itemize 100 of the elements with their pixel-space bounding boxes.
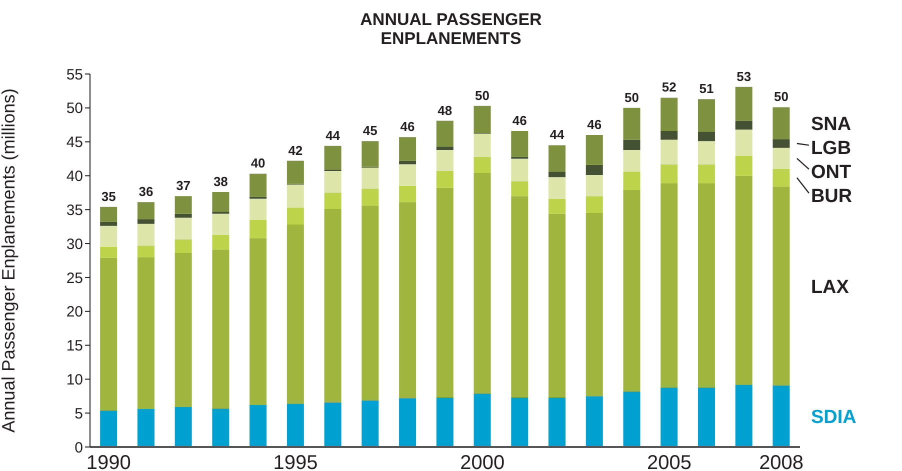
bar bbox=[548, 145, 566, 172]
bar bbox=[100, 410, 118, 447]
x-tick-label: 2005 bbox=[646, 452, 692, 471]
bar bbox=[399, 137, 416, 161]
total-label: 52 bbox=[662, 80, 676, 95]
y-tick-label: 50 bbox=[66, 100, 83, 118]
bar bbox=[324, 402, 342, 447]
bar bbox=[623, 190, 640, 392]
bar bbox=[174, 214, 192, 218]
x-tick-label: 1995 bbox=[273, 452, 318, 471]
total-label: 38 bbox=[213, 174, 228, 190]
bar bbox=[548, 198, 566, 214]
series-label: ONT bbox=[810, 162, 852, 184]
bar bbox=[660, 130, 678, 140]
bar bbox=[100, 206, 118, 222]
bar bbox=[698, 132, 715, 142]
bar bbox=[436, 146, 454, 150]
bar bbox=[586, 213, 603, 396]
y-tick-label: 0 bbox=[74, 439, 83, 456]
y-tick-label: 40 bbox=[66, 168, 83, 186]
bar bbox=[324, 146, 342, 170]
x-tick-label: 1990 bbox=[86, 452, 131, 471]
x-tick-label: 2000 bbox=[460, 452, 505, 471]
total-label: 50 bbox=[774, 89, 788, 104]
bar bbox=[286, 224, 304, 404]
bar bbox=[735, 86, 752, 121]
bar bbox=[286, 208, 304, 225]
bar bbox=[772, 186, 790, 386]
total-label: 44 bbox=[326, 128, 341, 143]
total-label: 53 bbox=[736, 68, 752, 84]
bar bbox=[474, 106, 491, 133]
bar bbox=[174, 253, 192, 407]
bar bbox=[735, 120, 752, 130]
bar bbox=[174, 218, 192, 240]
bar bbox=[772, 148, 790, 169]
y-tick-label: 10 bbox=[66, 372, 83, 389]
bar bbox=[100, 226, 118, 247]
total-label: 50 bbox=[624, 90, 639, 105]
bar bbox=[660, 387, 678, 447]
series-label: LAX bbox=[810, 276, 850, 298]
total-label: 46 bbox=[512, 112, 527, 128]
bar bbox=[137, 257, 154, 410]
bar bbox=[698, 164, 715, 184]
total-label: 45 bbox=[362, 123, 378, 138]
bar bbox=[586, 196, 603, 214]
bar bbox=[137, 219, 154, 224]
bar bbox=[698, 141, 715, 164]
bar bbox=[137, 246, 154, 258]
bar bbox=[362, 400, 379, 447]
bar bbox=[250, 220, 267, 238]
bar bbox=[586, 135, 603, 165]
bar bbox=[212, 250, 230, 408]
bar bbox=[212, 192, 230, 212]
total-label: 51 bbox=[699, 81, 714, 96]
total-label: 46 bbox=[587, 117, 602, 132]
bar bbox=[735, 156, 752, 176]
bar bbox=[772, 107, 790, 140]
bar bbox=[286, 160, 304, 184]
bar bbox=[660, 183, 678, 388]
y-tick-label: 15 bbox=[66, 338, 83, 355]
y-tick-label: 45 bbox=[66, 134, 83, 152]
bar bbox=[212, 408, 230, 447]
bar bbox=[100, 222, 118, 226]
bar bbox=[474, 134, 491, 157]
y-tick-label: 5 bbox=[74, 405, 83, 422]
series-label: LGB bbox=[810, 138, 852, 160]
bar bbox=[548, 172, 566, 178]
bar bbox=[772, 139, 790, 148]
bar bbox=[362, 206, 379, 400]
bar bbox=[511, 196, 528, 398]
bar bbox=[698, 183, 715, 388]
bar bbox=[772, 385, 790, 447]
bar bbox=[250, 238, 267, 405]
bar bbox=[511, 181, 528, 196]
bar bbox=[623, 172, 640, 190]
bar bbox=[324, 192, 342, 209]
y-tick-label: 35 bbox=[66, 202, 83, 219]
bar bbox=[623, 140, 640, 150]
bar bbox=[586, 164, 603, 176]
y-tick-label: 30 bbox=[66, 236, 83, 253]
chart-title: ANNUAL PASSENGER ENPLANEMENTS bbox=[359, 10, 543, 48]
bar bbox=[399, 164, 416, 186]
bar bbox=[511, 397, 528, 447]
bar bbox=[511, 130, 528, 157]
bar bbox=[212, 214, 230, 235]
total-label: 46 bbox=[400, 119, 415, 134]
bar bbox=[399, 202, 416, 398]
bar bbox=[436, 120, 454, 147]
bar bbox=[174, 239, 192, 254]
bar bbox=[174, 406, 192, 447]
bar bbox=[474, 173, 491, 394]
bar bbox=[399, 186, 416, 202]
bar bbox=[623, 391, 640, 447]
x-tick-label: 2008 bbox=[759, 452, 804, 471]
bar bbox=[250, 404, 267, 447]
bar bbox=[474, 393, 491, 447]
bar bbox=[324, 208, 342, 402]
bar bbox=[137, 224, 154, 246]
bar bbox=[548, 177, 566, 199]
bar bbox=[362, 168, 379, 189]
